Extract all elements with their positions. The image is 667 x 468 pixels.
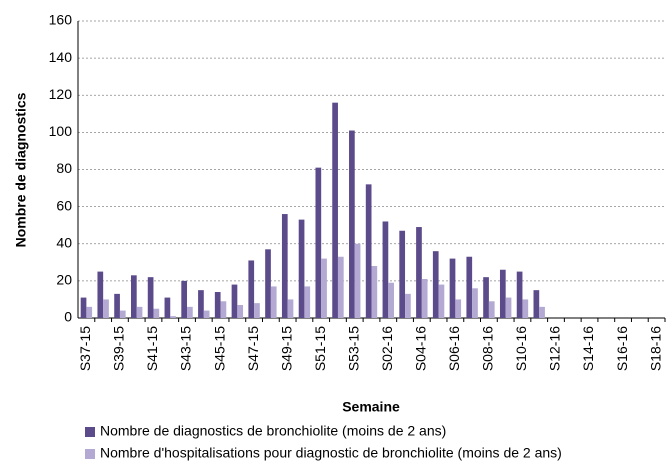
bar [354, 243, 361, 318]
bar [421, 279, 428, 318]
legend-swatch [85, 449, 95, 459]
bar [248, 260, 255, 318]
bar [488, 301, 495, 318]
bar [214, 292, 221, 318]
bar [220, 301, 227, 318]
bar [399, 230, 406, 318]
x-tick-label: S49-15 [278, 326, 294, 371]
legend-label: Nombre d'hospitalisations pour diagnosti… [100, 445, 562, 461]
y-tick-label: 120 [49, 86, 73, 102]
bar [499, 269, 506, 318]
bar [438, 284, 445, 318]
y-tick-label: 140 [49, 49, 73, 65]
bar [80, 297, 87, 318]
bar [114, 293, 120, 318]
bar [97, 271, 104, 318]
x-tick-label: S45-15 [211, 326, 227, 371]
bar [265, 249, 271, 318]
bar [483, 277, 489, 318]
x-tick-label: S43-15 [178, 326, 194, 371]
bar [382, 221, 389, 318]
bar [432, 251, 439, 318]
y-tick-label: 160 [49, 12, 73, 28]
x-tick-label: S47-15 [245, 326, 261, 371]
bar [164, 297, 171, 318]
x-tick-label: S12-16 [547, 326, 563, 371]
bar [472, 288, 478, 318]
bar [153, 308, 160, 318]
bar [181, 280, 188, 318]
bar [198, 290, 204, 318]
x-tick-label: S06-16 [446, 326, 462, 371]
bar [136, 306, 143, 318]
bar [449, 258, 456, 318]
x-tick-label: S14-16 [580, 326, 596, 371]
bar [337, 256, 344, 318]
legend-swatch [85, 427, 95, 437]
bar [203, 310, 210, 318]
y-tick-label: 100 [49, 123, 73, 139]
bar [321, 258, 327, 318]
x-tick-label: S16-16 [614, 326, 630, 371]
x-tick-label: S18-16 [647, 326, 663, 371]
bar [119, 310, 126, 318]
y-tick-label: 20 [56, 272, 72, 288]
bar [231, 284, 238, 318]
x-axis-title: Semaine [342, 399, 400, 415]
bar [187, 306, 193, 318]
bar [86, 306, 93, 318]
x-tick-label: S39-15 [111, 326, 127, 371]
x-tick-label: S51-15 [312, 326, 328, 371]
y-tick-label: 80 [56, 160, 72, 176]
bar [371, 266, 378, 318]
bar [365, 184, 372, 318]
bar [254, 303, 260, 318]
bar [304, 286, 311, 318]
y-tick-label: 60 [56, 197, 72, 213]
x-tick-label: S37-15 [77, 326, 93, 371]
x-tick-label: S04-16 [413, 326, 429, 371]
x-tick-label: S02-16 [379, 326, 395, 371]
bar [170, 316, 176, 318]
bar [405, 293, 411, 318]
bar [298, 219, 305, 318]
bar [455, 299, 462, 318]
bar [388, 282, 394, 318]
y-axis-title: Nombre de diagnostics [13, 92, 29, 247]
bar [270, 286, 277, 318]
bar [533, 290, 540, 318]
bar [237, 305, 244, 318]
bar [522, 299, 529, 318]
bar [103, 299, 109, 318]
legend-label: Nombre de diagnostics de bronchiolite (m… [100, 423, 446, 439]
bar [516, 271, 523, 318]
bar [539, 306, 545, 318]
bar [287, 299, 294, 318]
bar [315, 167, 322, 318]
bar [147, 277, 154, 318]
bar [281, 214, 288, 318]
bar [416, 227, 422, 318]
y-tick-label: 40 [56, 234, 72, 250]
x-tick-label: S53-15 [345, 326, 361, 371]
bar [466, 256, 473, 318]
bar [505, 297, 512, 318]
bar [332, 102, 338, 318]
y-tick-label: 0 [64, 309, 72, 325]
bar [349, 130, 355, 318]
x-tick-label: S10-16 [513, 326, 529, 371]
bar [130, 275, 137, 318]
x-tick-label: S41-15 [144, 326, 160, 371]
x-tick-label: S08-16 [480, 326, 496, 371]
